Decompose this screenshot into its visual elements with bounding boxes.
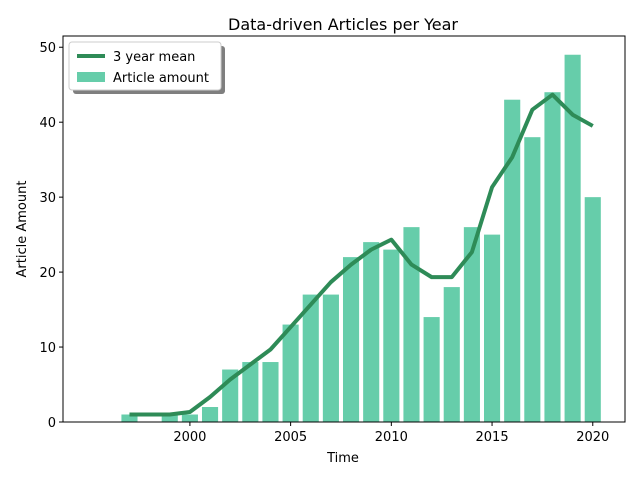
bar: [443, 287, 460, 422]
bar: [302, 294, 319, 422]
y-tick-label: 40: [39, 116, 56, 131]
mean-line: [129, 92, 594, 417]
y-tick-label: 0: [48, 416, 56, 431]
legend: 3 year mean Article amount: [68, 41, 225, 94]
bar: [181, 414, 198, 422]
plot-frame: [62, 35, 626, 423]
bar: [342, 257, 360, 422]
bar: [322, 294, 339, 422]
chart-title: Data-driven Articles per Year: [228, 15, 458, 34]
bar: [282, 324, 299, 422]
y-axis: 0 10 20 30 40 50: [39, 41, 63, 431]
bar: [463, 227, 480, 422]
bar: [383, 249, 400, 422]
bar: [242, 362, 259, 422]
bar: [524, 137, 541, 422]
bar: [262, 362, 279, 422]
x-tick-label: 2015: [476, 430, 509, 445]
y-tick-label: 50: [39, 41, 56, 56]
legend-bar-swatch: [77, 72, 105, 82]
y-axis-label: Article Amount: [15, 181, 30, 278]
bar: [423, 317, 440, 422]
x-tick-label: 2020: [576, 430, 609, 445]
bar: [544, 92, 561, 423]
bar-series: [121, 54, 601, 423]
bar: [484, 234, 501, 422]
legend-label-line: 3 year mean: [113, 50, 195, 65]
y-tick-label: 30: [39, 191, 56, 206]
x-tick-label: 2010: [375, 430, 408, 445]
line-series: [129, 92, 594, 417]
bar: [564, 54, 581, 423]
x-axis: 2000 2005 2010 2015 2020: [173, 422, 609, 445]
bar: [363, 242, 380, 422]
legend-box: [68, 41, 222, 91]
x-tick-label: 2005: [274, 430, 307, 445]
bar: [121, 414, 138, 422]
bar: [201, 407, 219, 422]
x-tick-label: 2000: [173, 430, 206, 445]
y-tick-label: 10: [39, 341, 56, 356]
bar: [504, 99, 521, 423]
legend-label-bar: Article amount: [113, 71, 209, 86]
bar: [403, 227, 420, 422]
bar: [584, 197, 601, 422]
y-tick-label: 20: [39, 266, 56, 281]
x-axis-label: Time: [326, 451, 359, 466]
bar: [161, 414, 178, 422]
